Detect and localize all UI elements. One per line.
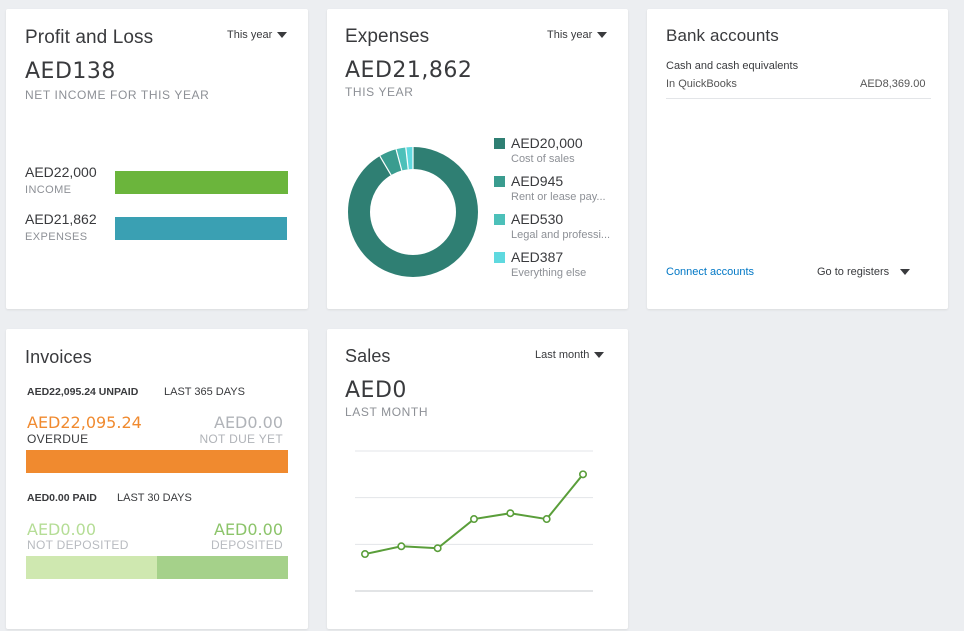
legend-amount: AED387 [511,249,564,265]
sales-data-point[interactable] [361,550,370,559]
profit-loss-card[interactable]: Profit and Loss This year AED138 NET INC… [6,9,308,309]
deposited-bar[interactable] [157,556,288,579]
legend-label: Rent or lease pay... [511,191,606,203]
donut-slice[interactable] [348,147,478,277]
go-to-registers-dropdown[interactable]: Go to registers [817,266,911,278]
legend-swatch [494,214,505,225]
registers-label: Go to registers [817,266,890,278]
legend-amount: AED20,000 [511,135,583,151]
legend-amount: AED530 [511,211,564,227]
not-deposited-bar[interactable] [26,556,157,579]
expenses-title: Expenses [345,26,430,47]
expenses-card[interactable]: Expenses This year AED21,862 THIS YEAR A… [327,9,628,309]
overdue-bar[interactable] [26,450,288,473]
account-name[interactable]: Cash and cash equivalents [666,60,799,72]
not-due-label: NOT DUE YET [199,432,283,446]
expenses-donut-chart[interactable] [343,142,483,282]
deposited-label: DEPOSITED [210,538,283,552]
caret-down-icon [900,269,911,275]
overdue-amount: AED22,095.24 [27,413,142,432]
invoices-card[interactable]: Invoices AED22,095.24 UNPAID LAST 365 DA… [6,329,308,629]
paid-period: LAST 30 DAYS [117,492,192,504]
sales-card[interactable]: Sales Last month AED0 LAST MONTH [327,329,628,629]
expenses-subtitle: THIS YEAR [345,85,414,99]
legend-label: Everything else [511,267,587,279]
expenses-period-dropdown[interactable]: This year [547,29,608,41]
legend-item[interactable]: AED945 Rent or lease pay... [494,173,606,203]
legend-item[interactable]: AED387 Everything else [494,249,586,279]
sales-line-chart[interactable] [351,441,601,601]
period-label: Last month [535,349,590,361]
profit-loss-title: Profit and Loss [25,27,154,48]
caret-down-icon [277,32,288,38]
donut-separator [395,149,403,171]
donut-separator [379,155,392,176]
legend-amount: AED945 [511,173,564,189]
profit-loss-period-dropdown[interactable]: This year [227,29,288,41]
period-label: This year [547,29,593,41]
sales-period-dropdown[interactable]: Last month [535,349,605,361]
invoices-title: Invoices [25,347,92,367]
expenses-amount: AED21,862 [25,211,97,227]
legend-label: Cost of sales [511,153,575,165]
legend-label: Legal and professi... [511,229,611,241]
sales-data-point[interactable] [397,542,406,551]
net-income-subtitle: NET INCOME FOR THIS YEAR [25,88,210,102]
income-bar[interactable] [115,171,288,194]
legend-item[interactable]: AED20,000 Cost of sales [494,135,583,165]
sales-amount: AED0 [345,378,407,403]
donut-separator [405,147,409,170]
sales-title: Sales [345,346,391,366]
deposited-amount: AED0.00 [214,520,283,539]
expenses-bar[interactable] [115,217,287,240]
income-label: INCOME [25,184,72,196]
not-deposited-amount: AED0.00 [27,520,96,539]
bank-accounts-card[interactable]: Bank accounts Cash and cash equivalents … [647,9,948,309]
not-deposited-label: NOT DEPOSITED [27,538,129,552]
connect-accounts-link[interactable]: Connect accounts [666,266,755,278]
account-divider [666,98,931,99]
legend-swatch [494,138,505,149]
caret-down-icon [597,32,608,38]
legend-swatch [494,252,505,263]
bank-accounts-title: Bank accounts [666,26,779,45]
not-due-amount: AED0.00 [214,413,283,432]
legend-item[interactable]: AED530 Legal and professi... [494,211,610,241]
account-balance: AED8,369.00 [860,78,926,90]
sales-data-point[interactable] [579,470,588,479]
unpaid-summary[interactable]: AED22,095.24 UNPAID [27,386,139,398]
income-amount: AED22,000 [25,164,97,180]
period-label: This year [227,29,273,41]
sales-subtitle: LAST MONTH [345,405,429,419]
sales-data-point[interactable] [542,515,551,524]
unpaid-period: LAST 365 DAYS [164,386,245,398]
sales-series-line [364,473,584,556]
legend-swatch [494,176,505,187]
overdue-label: OVERDUE [27,432,89,446]
sales-data-point[interactable] [433,544,442,553]
paid-summary[interactable]: AED0.00 PAID [27,492,97,504]
account-source: In QuickBooks [666,78,737,90]
sales-data-point[interactable] [506,509,515,518]
sales-data-point[interactable] [470,515,479,524]
expenses-amount: AED21,862 [345,58,473,83]
net-income-amount: AED138 [25,59,116,84]
caret-down-icon [594,352,605,358]
expenses-label: EXPENSES [25,231,88,243]
